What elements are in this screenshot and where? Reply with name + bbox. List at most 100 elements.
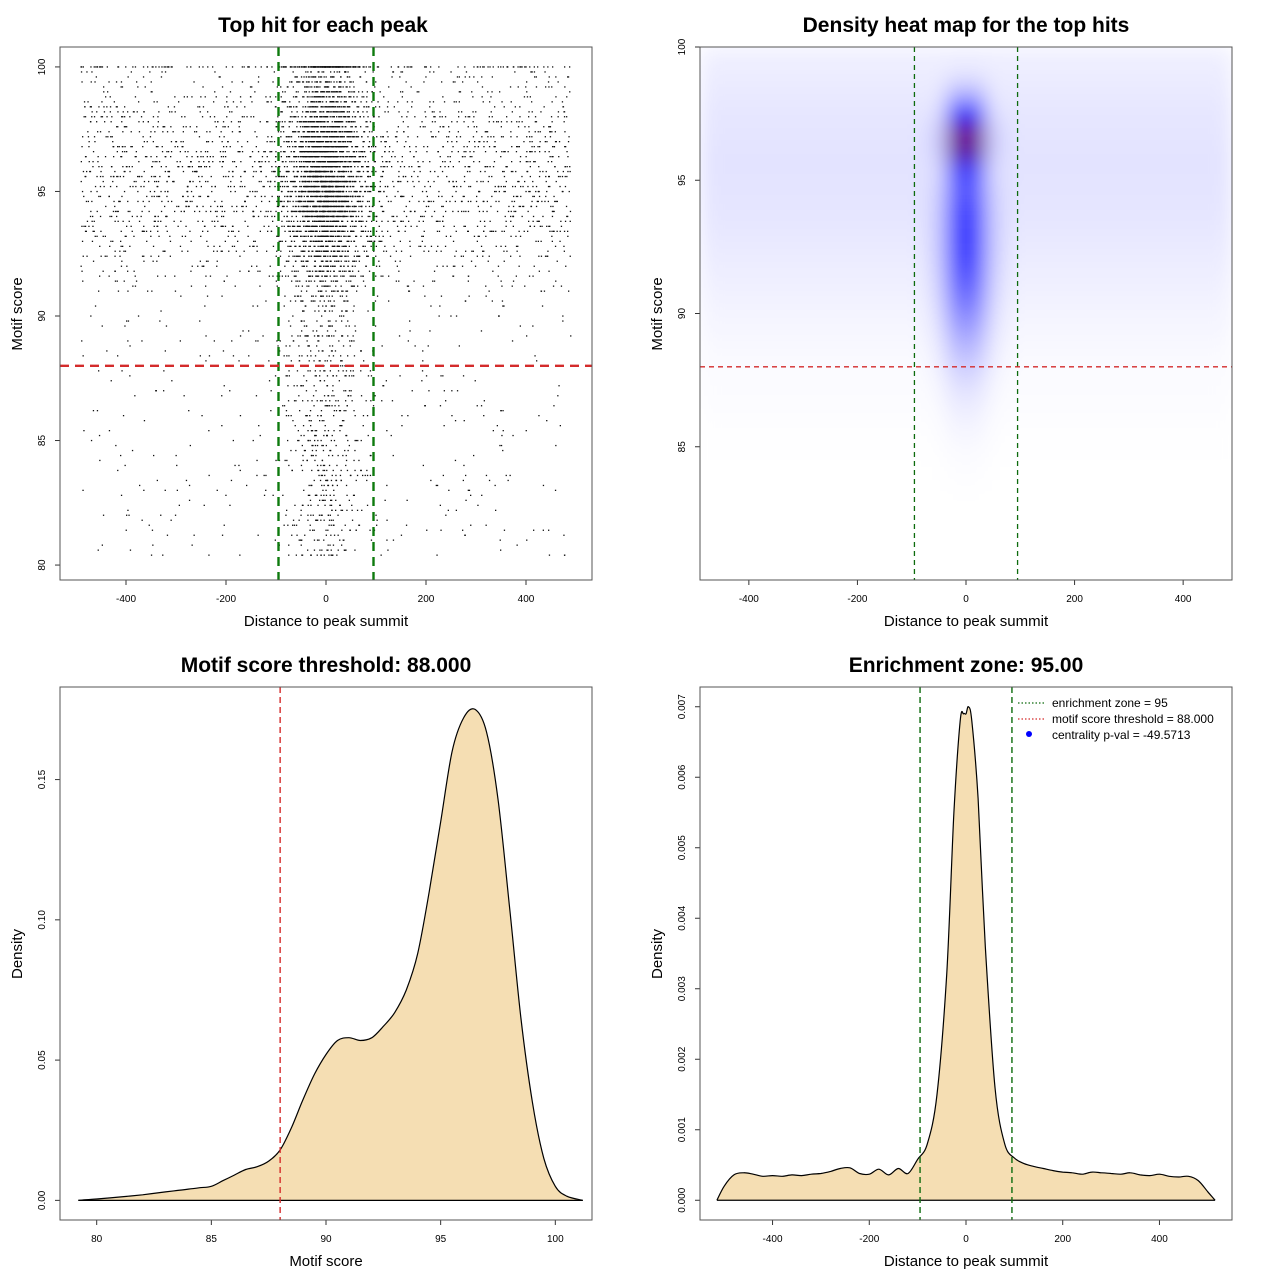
scatter-point bbox=[313, 111, 316, 113]
scatter-point bbox=[310, 195, 312, 198]
scatter-point bbox=[311, 126, 313, 128]
scatter-point bbox=[319, 370, 321, 372]
scatter-point bbox=[319, 290, 322, 292]
scatter-point bbox=[340, 156, 342, 158]
scatter-point bbox=[408, 166, 410, 168]
scatter-point bbox=[295, 449, 297, 452]
scatter-point bbox=[341, 250, 343, 252]
scatter-point bbox=[347, 180, 349, 183]
scatter-point bbox=[321, 71, 323, 73]
scatter-point bbox=[476, 180, 478, 183]
scatter-point bbox=[319, 375, 321, 377]
scatter-point bbox=[335, 375, 338, 377]
scatter-point bbox=[286, 175, 288, 178]
scatter-point bbox=[379, 240, 381, 242]
scatter-point bbox=[354, 469, 356, 472]
scatter-point bbox=[303, 449, 306, 452]
scatter-point bbox=[296, 295, 299, 297]
scatter-point bbox=[279, 166, 281, 168]
scatter-point bbox=[314, 439, 316, 442]
scatter-point bbox=[321, 350, 323, 352]
scatter-point bbox=[313, 121, 315, 123]
scatter-point bbox=[488, 116, 490, 118]
scatter-point bbox=[163, 370, 165, 372]
scatter-point bbox=[307, 549, 309, 551]
scatter-point bbox=[255, 340, 257, 342]
scatter-point bbox=[264, 161, 267, 163]
scatter-point bbox=[307, 195, 309, 198]
scatter-point bbox=[117, 355, 119, 357]
scatter-point bbox=[336, 126, 338, 128]
scatter-point bbox=[427, 205, 430, 208]
scatter-point bbox=[298, 161, 301, 163]
scatter-point bbox=[328, 225, 330, 227]
scatter-point bbox=[500, 66, 502, 68]
scatter-point bbox=[335, 106, 337, 108]
scatter-point bbox=[360, 395, 363, 397]
scatter-point bbox=[289, 121, 291, 123]
scatter-point bbox=[328, 454, 330, 457]
scatter-point bbox=[235, 250, 237, 252]
scatter-point bbox=[366, 170, 368, 173]
scatter-point bbox=[303, 375, 305, 377]
scatter-point bbox=[329, 185, 331, 188]
scatter-point bbox=[462, 529, 464, 531]
scatter-point bbox=[322, 449, 325, 452]
scatter-point bbox=[318, 146, 320, 148]
scatter-point bbox=[347, 215, 349, 218]
scatter-point bbox=[483, 141, 485, 143]
scatter-point bbox=[274, 170, 276, 173]
scatter-point bbox=[336, 190, 338, 193]
scatter-point bbox=[137, 86, 139, 88]
scatter-point bbox=[362, 170, 365, 173]
scatter-point bbox=[354, 439, 356, 442]
scatter-point bbox=[350, 81, 352, 83]
scatter-point bbox=[490, 111, 492, 113]
scatter-point bbox=[303, 195, 305, 198]
scatter-point bbox=[353, 151, 355, 153]
scatter-point bbox=[283, 175, 285, 178]
scatter-point bbox=[104, 255, 106, 257]
scatter-point bbox=[268, 360, 270, 362]
scatter-point bbox=[302, 156, 304, 158]
scatter-point bbox=[323, 380, 326, 382]
scatter-point bbox=[342, 290, 344, 292]
scatter-point bbox=[325, 205, 328, 208]
scatter-point bbox=[316, 400, 318, 402]
scatter-point bbox=[308, 360, 310, 362]
scatter-point bbox=[91, 111, 93, 113]
scatter-point bbox=[324, 370, 326, 372]
scatter-point bbox=[288, 260, 290, 262]
scatter-point bbox=[380, 205, 382, 208]
scatter-point bbox=[299, 180, 301, 183]
scatter-point bbox=[310, 121, 312, 123]
scatter-point bbox=[361, 205, 363, 208]
scatter-point bbox=[473, 454, 475, 457]
scatter-point bbox=[287, 225, 289, 227]
scatter-point bbox=[334, 190, 336, 193]
scatter-point bbox=[327, 514, 329, 516]
scatter-point bbox=[330, 549, 332, 551]
scatter-point bbox=[351, 275, 353, 277]
scatter-point bbox=[367, 375, 370, 377]
scatter-point bbox=[448, 131, 451, 133]
scatter-point bbox=[381, 175, 384, 178]
scatter-point bbox=[417, 166, 420, 168]
scatter-point bbox=[549, 131, 552, 133]
scatter-point bbox=[348, 156, 350, 158]
scatter-point bbox=[336, 275, 338, 277]
scatter-point bbox=[335, 146, 337, 148]
scatter-point bbox=[301, 355, 303, 357]
scatter-point bbox=[89, 215, 92, 218]
scatter-point bbox=[563, 534, 565, 536]
scatter-point bbox=[461, 111, 463, 113]
scatter-point bbox=[285, 514, 287, 516]
scatter-point bbox=[374, 161, 376, 163]
scatter-point bbox=[301, 385, 303, 387]
scatter-point bbox=[302, 235, 304, 237]
scatter-point bbox=[515, 151, 518, 153]
scatter-point bbox=[309, 161, 311, 163]
scatter-point bbox=[328, 325, 330, 327]
scatter-point bbox=[334, 330, 337, 332]
scatter-point bbox=[274, 215, 276, 218]
